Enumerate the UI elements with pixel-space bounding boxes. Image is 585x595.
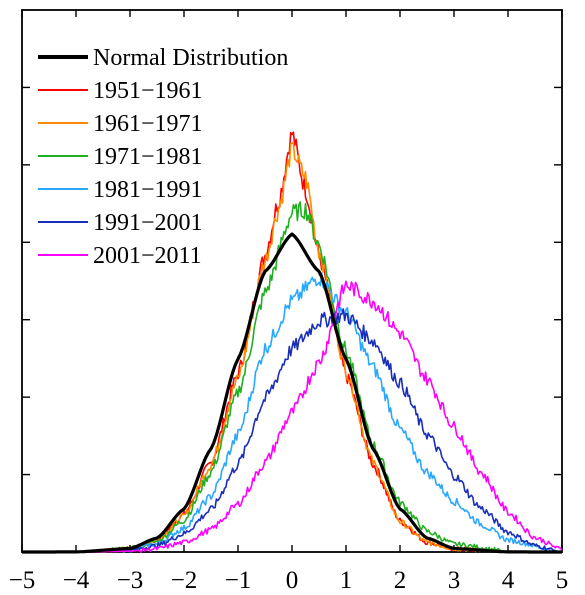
legend-label: Normal Distribution [93, 45, 288, 71]
series-layer [22, 131, 563, 554]
legend-label: 1961−1971 [93, 111, 203, 137]
x-tick-label: 1 [340, 567, 353, 594]
x-tick-label: 4 [502, 567, 515, 594]
x-tick-label: −2 [171, 567, 198, 594]
legend-label: 2001−2011 [93, 243, 202, 269]
series-line [22, 308, 563, 553]
x-tick-label: 0 [286, 567, 299, 594]
x-tick-label: 2 [394, 567, 407, 594]
legend-label: 1991−2001 [93, 210, 203, 236]
legend-label: 1951−1961 [93, 78, 203, 104]
legend: Normal Distribution 1951−1961 1961−1971 197… [38, 45, 288, 269]
series-line [22, 232, 562, 554]
x-tick-label: −3 [117, 567, 144, 594]
x-tick-labels: −5 −4 −3 −2 −1 0 1 2 3 4 5 [9, 567, 569, 594]
x-tick-label: 5 [556, 567, 569, 594]
legend-label: 1971−1981 [93, 144, 203, 170]
series-line [22, 272, 563, 553]
x-tick-label: −4 [63, 567, 90, 594]
x-tick-label: −1 [225, 567, 252, 594]
x-tick-label: −5 [9, 567, 36, 594]
legend-label: 1981−1991 [93, 177, 203, 203]
series-line [22, 280, 563, 553]
x-tick-label: 3 [448, 567, 461, 594]
